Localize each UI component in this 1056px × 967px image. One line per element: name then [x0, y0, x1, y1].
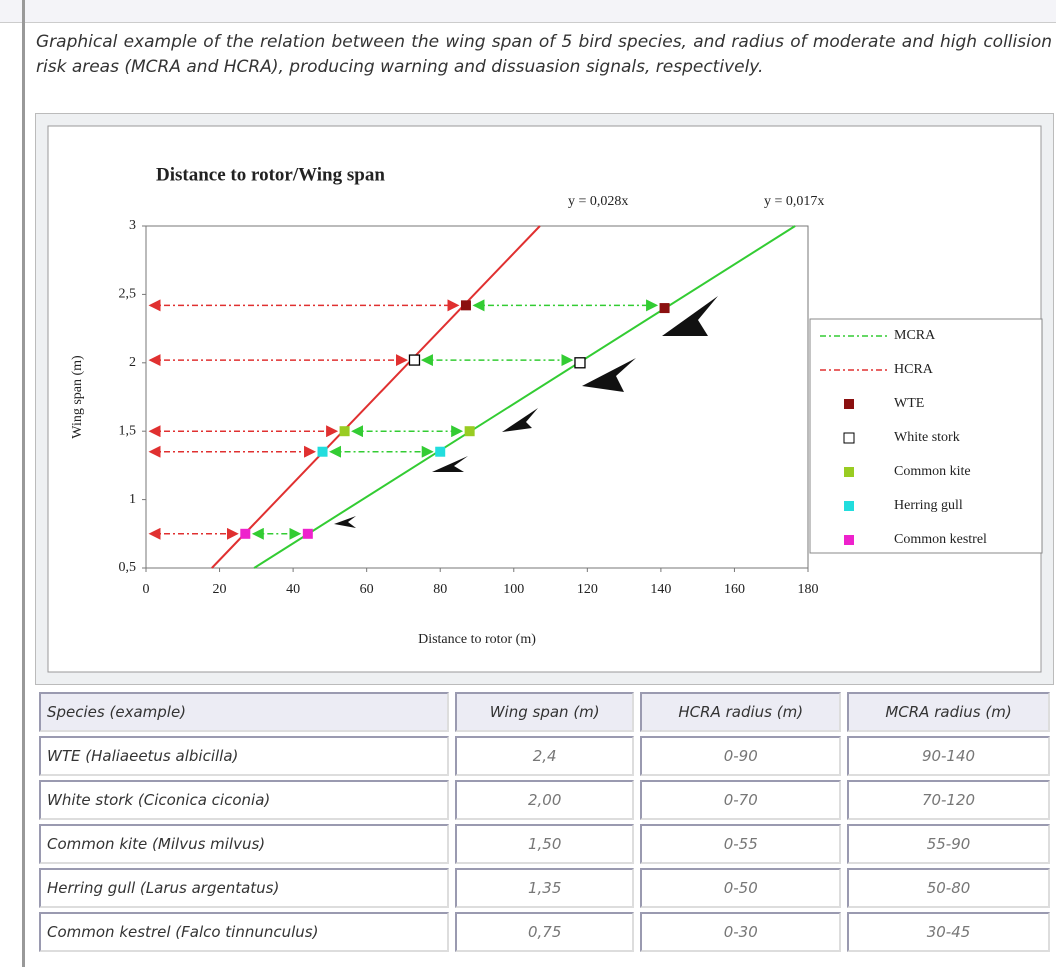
table-cell: White stork (Ciconica ciconia)	[39, 780, 449, 820]
point	[465, 426, 475, 436]
y-tick-label: 1	[129, 492, 136, 507]
point	[575, 358, 585, 368]
legend-label: White stork	[894, 430, 960, 445]
table-cell: Herring gull (Larus argentatus)	[39, 868, 449, 908]
table-cell: WTE (Haliaeetus albicilla)	[39, 736, 449, 776]
legend-label: MCRA	[894, 328, 936, 343]
table-cell: MCRA radius (m)	[847, 692, 1050, 732]
y-tick-label: 3	[129, 218, 136, 233]
table-cell: 2,00	[455, 780, 635, 820]
left-border	[22, 0, 25, 967]
table-cell: 0-70	[640, 780, 841, 820]
table-cell: Species (example)	[39, 692, 449, 732]
point	[461, 300, 471, 310]
table-cell: 1,50	[455, 824, 635, 864]
chart: Distance to rotor/Wing span y = 0,028x y…	[36, 114, 1053, 684]
legend-marker	[844, 501, 854, 511]
chart-title: Distance to rotor/Wing span	[156, 164, 385, 185]
table-cell: HCRA radius (m)	[640, 692, 841, 732]
point	[409, 355, 419, 365]
table-cell: Common kite (Milvus milvus)	[39, 824, 449, 864]
table-cell: Common kestrel (Falco tinnunculus)	[39, 912, 449, 952]
legend-marker	[844, 467, 854, 477]
legend-label: HCRA	[894, 362, 934, 377]
point	[660, 303, 670, 313]
point	[303, 529, 313, 539]
table-cell: 0-55	[640, 824, 841, 864]
x-tick-label: 0	[143, 582, 150, 597]
legend-marker	[844, 399, 854, 409]
x-tick-label: 20	[213, 582, 227, 597]
table-cell: 0-90	[640, 736, 841, 776]
table-cell: 55-90	[847, 824, 1050, 864]
x-tick-label: 120	[577, 582, 598, 597]
table-cell: 1,35	[455, 868, 635, 908]
point	[340, 426, 350, 436]
table-row: Species (example)Wing span (m)HCRA radiu…	[39, 692, 1050, 732]
legend-label: Common kite	[894, 464, 971, 479]
y-tick-label: 1,5	[119, 423, 137, 438]
page: Graphical example of the relation betwee…	[0, 0, 1056, 967]
top-bar	[0, 0, 1056, 23]
legend-marker	[844, 433, 854, 443]
legend-label: Herring gull	[894, 498, 963, 513]
x-axis-label: Distance to rotor (m)	[418, 632, 536, 647]
y-tick-label: 2,5	[119, 287, 137, 302]
y-axis-label: Wing span (m)	[70, 355, 85, 439]
table-cell: 0,75	[455, 912, 635, 952]
table-cell: 0-50	[640, 868, 841, 908]
table-cell: 70-120	[847, 780, 1050, 820]
table-cell: 90-140	[847, 736, 1050, 776]
x-tick-label: 80	[433, 582, 447, 597]
chart-box: Distance to rotor/Wing span y = 0,028x y…	[35, 113, 1054, 685]
x-tick-label: 140	[650, 582, 671, 597]
x-tick-label: 100	[503, 582, 524, 597]
point	[435, 447, 445, 457]
table-cell: 30-45	[847, 912, 1050, 952]
x-tick-label: 160	[724, 582, 745, 597]
table-cell: 2,4	[455, 736, 635, 776]
x-tick-label: 180	[798, 582, 819, 597]
point	[318, 447, 328, 457]
x-tick-label: 40	[286, 582, 300, 597]
y-tick-label: 2	[129, 355, 136, 370]
legend-marker	[844, 535, 854, 545]
table-cell: Wing span (m)	[455, 692, 635, 732]
annotation: y = 0,017x	[764, 194, 824, 209]
y-tick-label: 0,5	[119, 560, 137, 575]
caption: Graphical example of the relation betwee…	[36, 30, 1052, 80]
table-cell: 0-30	[640, 912, 841, 952]
x-tick-label: 60	[360, 582, 374, 597]
legend-label: WTE	[894, 396, 924, 411]
species-table: Species (example)Wing span (m)HCRA radiu…	[33, 688, 1056, 956]
point	[240, 529, 250, 539]
legend-label: Common kestrel	[894, 532, 987, 547]
table-cell: 50-80	[847, 868, 1050, 908]
annotation: y = 0,028x	[568, 194, 628, 209]
